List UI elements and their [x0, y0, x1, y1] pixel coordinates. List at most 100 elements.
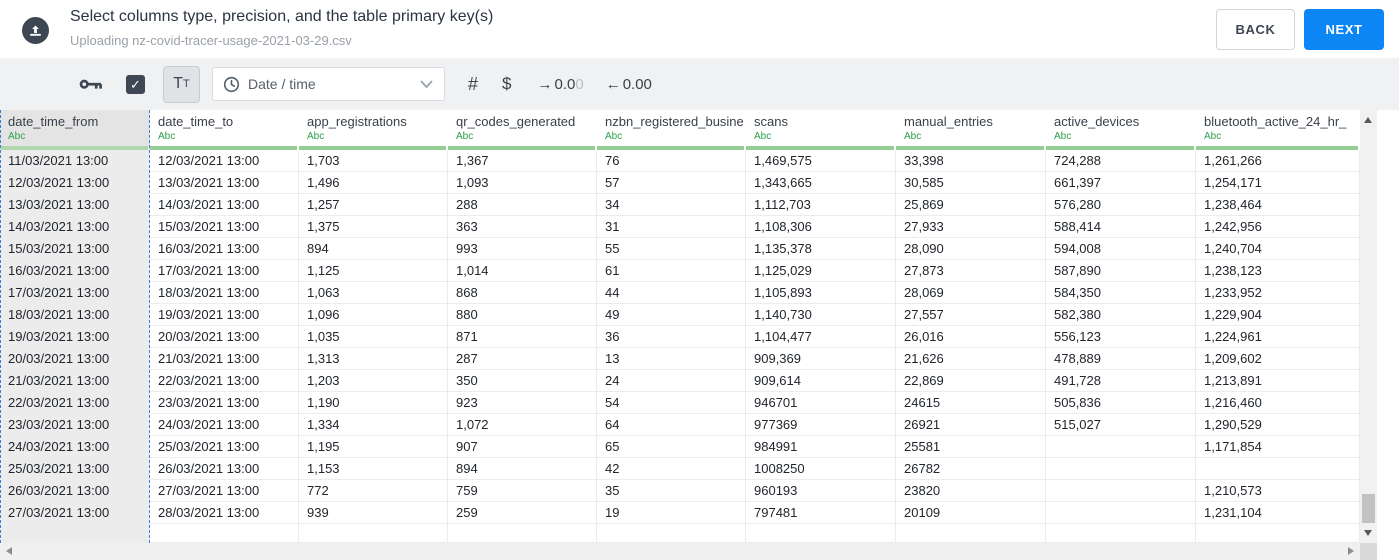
cell-date_time_to[interactable]: 12/03/2021 13:00	[150, 150, 299, 172]
cell-bluetooth_active_24_hr_[interactable]	[1196, 458, 1360, 480]
cell-bluetooth_active_24_hr_[interactable]: 1,216,460	[1196, 392, 1360, 414]
cell-manual_entries[interactable]: 33,398	[896, 150, 1046, 172]
cell-active_devices[interactable]: 491,728	[1046, 370, 1196, 392]
scroll-right-arrow-icon[interactable]	[1348, 547, 1354, 555]
cell-qr_codes_generated[interactable]: 1,093	[448, 172, 597, 194]
cell-date_time_to[interactable]: 25/03/2021 13:00	[150, 436, 299, 458]
cell-qr_codes_generated[interactable]: 1,367	[448, 150, 597, 172]
cell-date_time_from[interactable]: 16/03/2021 13:00	[0, 260, 150, 282]
column-header-date_time_from[interactable]: date_time_from Abc	[0, 110, 150, 150]
cell-scans[interactable]: 797481	[746, 502, 896, 524]
vertical-scrollbar-thumb[interactable]	[1362, 494, 1375, 523]
cell-bluetooth_active_24_hr_[interactable]: 1,238,123	[1196, 260, 1360, 282]
cell-date_time_from[interactable]: 15/03/2021 13:00	[0, 238, 150, 260]
cell-qr_codes_generated[interactable]: 759	[448, 480, 597, 502]
cell-qr_codes_generated[interactable]: 259	[448, 502, 597, 524]
cell-date_time_from[interactable]: 25/03/2021 13:00	[0, 458, 150, 480]
cell-bluetooth_active_24_hr_[interactable]: 1,213,891	[1196, 370, 1360, 392]
cell-date_time_from[interactable]: 23/03/2021 13:00	[0, 414, 150, 436]
cell-app_registrations[interactable]: 1,257	[299, 194, 448, 216]
cell-scans[interactable]: 960193	[746, 480, 896, 502]
cell-app_registrations[interactable]: 1,203	[299, 370, 448, 392]
scroll-up-arrow-icon[interactable]	[1364, 117, 1372, 123]
numeric-type-button[interactable]: #	[468, 73, 479, 94]
cell-active_devices[interactable]: 588,414	[1046, 216, 1196, 238]
cell-bluetooth_active_24_hr_[interactable]: 1,242,956	[1196, 216, 1360, 238]
cell-scans[interactable]: 909,614	[746, 370, 896, 392]
scroll-down-arrow-icon[interactable]	[1364, 530, 1372, 536]
cell-app_registrations[interactable]: 939	[299, 502, 448, 524]
cell-active_devices[interactable]: 478,889	[1046, 348, 1196, 370]
cell-bluetooth_active_24_hr_[interactable]: 1,224,961	[1196, 326, 1360, 348]
cell-active_devices[interactable]: 582,380	[1046, 304, 1196, 326]
cell-nzbn_registered_busine[interactable]: 55	[597, 238, 746, 260]
cell-date_time_from[interactable]: 27/03/2021 13:00	[0, 502, 150, 524]
cell-nzbn_registered_busine[interactable]: 57	[597, 172, 746, 194]
cell-app_registrations[interactable]: 1,334	[299, 414, 448, 436]
cell-date_time_from[interactable]: 22/03/2021 13:00	[0, 392, 150, 414]
cell-active_devices[interactable]: 576,280	[1046, 194, 1196, 216]
cell-scans[interactable]: 1,108,306	[746, 216, 896, 238]
next-button[interactable]: NEXT	[1304, 9, 1384, 50]
cell-nzbn_registered_busine[interactable]: 24	[597, 370, 746, 392]
primary-key-button[interactable]	[78, 77, 104, 92]
cell-app_registrations[interactable]: 1,096	[299, 304, 448, 326]
cell-nzbn_registered_busine[interactable]: 64	[597, 414, 746, 436]
column-header-active_devices[interactable]: active_devices Abc	[1046, 110, 1196, 150]
cell-bluetooth_active_24_hr_[interactable]: 1,229,904	[1196, 304, 1360, 326]
cell-active_devices[interactable]: 505,836	[1046, 392, 1196, 414]
cell-active_devices[interactable]: 661,397	[1046, 172, 1196, 194]
cell-manual_entries[interactable]: 30,585	[896, 172, 1046, 194]
cell-app_registrations[interactable]: 1,190	[299, 392, 448, 414]
cell-manual_entries[interactable]: 25581	[896, 436, 1046, 458]
column-header-date_time_to[interactable]: date_time_to Abc	[150, 110, 299, 150]
cell-date_time_to[interactable]: 23/03/2021 13:00	[150, 392, 299, 414]
cell-app_registrations[interactable]: 1,313	[299, 348, 448, 370]
cell-nzbn_registered_busine[interactable]: 54	[597, 392, 746, 414]
cell-date_time_from[interactable]: 12/03/2021 13:00	[0, 172, 150, 194]
cell-qr_codes_generated[interactable]: 907	[448, 436, 597, 458]
cell-active_devices[interactable]: 584,350	[1046, 282, 1196, 304]
cell-date_time_to[interactable]: 20/03/2021 13:00	[150, 326, 299, 348]
cell-qr_codes_generated[interactable]: 288	[448, 194, 597, 216]
cell-scans[interactable]: 1,343,665	[746, 172, 896, 194]
column-type-dropdown[interactable]: Date / time	[212, 67, 445, 101]
cell-scans[interactable]: 946701	[746, 392, 896, 414]
cell-date_time_from[interactable]: 21/03/2021 13:00	[0, 370, 150, 392]
cell-qr_codes_generated[interactable]: 350	[448, 370, 597, 392]
cell-scans[interactable]: 909,369	[746, 348, 896, 370]
cell-active_devices[interactable]: 724,288	[1046, 150, 1196, 172]
column-header-scans[interactable]: scans Abc	[746, 110, 896, 150]
cell-scans[interactable]: 977369	[746, 414, 896, 436]
cell-nzbn_registered_busine[interactable]: 13	[597, 348, 746, 370]
cell-bluetooth_active_24_hr_[interactable]: 1,238,464	[1196, 194, 1360, 216]
cell-qr_codes_generated[interactable]: 287	[448, 348, 597, 370]
cell-app_registrations[interactable]: 1,703	[299, 150, 448, 172]
cell-qr_codes_generated[interactable]: 871	[448, 326, 597, 348]
cell-nzbn_registered_busine[interactable]: 49	[597, 304, 746, 326]
scroll-left-arrow-icon[interactable]	[6, 547, 12, 555]
cell-date_time_from[interactable]: 14/03/2021 13:00	[0, 216, 150, 238]
cell-qr_codes_generated[interactable]: 993	[448, 238, 597, 260]
cell-date_time_from[interactable]: 11/03/2021 13:00	[0, 150, 150, 172]
cell-manual_entries[interactable]: 27,557	[896, 304, 1046, 326]
cell-manual_entries[interactable]: 20109	[896, 502, 1046, 524]
cell-date_time_to[interactable]: 17/03/2021 13:00	[150, 260, 299, 282]
cell-nzbn_registered_busine[interactable]: 65	[597, 436, 746, 458]
cell-scans[interactable]: 1,125,029	[746, 260, 896, 282]
cell-qr_codes_generated[interactable]: 1,014	[448, 260, 597, 282]
cell-manual_entries[interactable]: 25,869	[896, 194, 1046, 216]
cell-nzbn_registered_busine[interactable]: 34	[597, 194, 746, 216]
cell-nzbn_registered_busine[interactable]: 36	[597, 326, 746, 348]
cell-nzbn_registered_busine[interactable]: 31	[597, 216, 746, 238]
cell-active_devices[interactable]	[1046, 436, 1196, 458]
cell-scans[interactable]: 1,104,477	[746, 326, 896, 348]
column-header-nzbn_registered_busine[interactable]: nzbn_registered_busine Abc	[597, 110, 746, 150]
cell-scans[interactable]: 1,112,703	[746, 194, 896, 216]
cell-active_devices[interactable]: 594,008	[1046, 238, 1196, 260]
increase-decimal-button[interactable]: → 0.00	[537, 76, 583, 93]
cell-qr_codes_generated[interactable]: 894	[448, 458, 597, 480]
cell-date_time_to[interactable]: 28/03/2021 13:00	[150, 502, 299, 524]
cell-manual_entries[interactable]: 24615	[896, 392, 1046, 414]
